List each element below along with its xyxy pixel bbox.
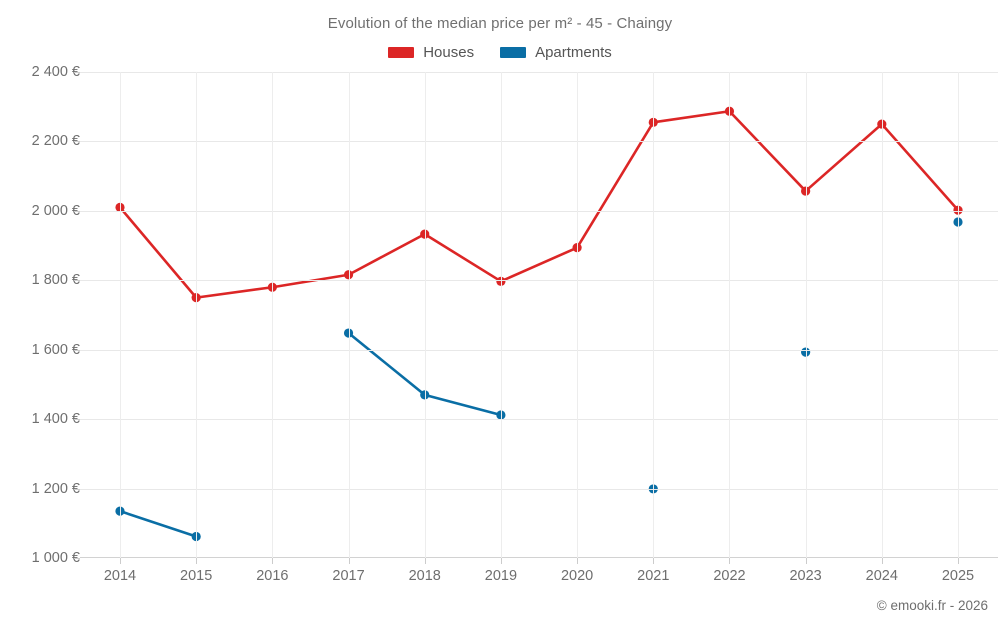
gridline-vertical — [958, 72, 959, 558]
y-axis-tick-label: 2 000 € — [31, 202, 80, 219]
y-axis-tick-label: 1 000 € — [31, 550, 80, 566]
chart-legend: Houses Apartments — [0, 45, 1000, 60]
y-axis-tick-label: 2 200 € — [31, 133, 80, 150]
y-axis-tick-label: 1 600 € — [31, 341, 80, 358]
series-line-apartments — [118, 509, 198, 538]
gridline-vertical — [881, 72, 883, 558]
legend-swatch-houses-icon — [388, 47, 415, 58]
x-axis-tick-mark — [729, 558, 731, 564]
gridline-horizontal — [80, 349, 998, 351]
x-axis-tick-mark — [577, 558, 579, 564]
y-axis-tick-mark — [74, 210, 80, 212]
y-axis-tick-label: 1 400 € — [31, 411, 80, 428]
series-layer — [115, 106, 963, 542]
gridline-horizontal — [80, 419, 998, 421]
plot-area — [80, 72, 998, 558]
legend-swatch-apartments-icon — [500, 47, 527, 58]
gridline-vertical — [348, 72, 350, 558]
legend-item-houses[interactable]: Houses — [388, 45, 474, 60]
x-axis-tick-mark — [881, 558, 883, 564]
gridline-vertical — [729, 72, 731, 558]
y-axis-tick-mark — [74, 280, 80, 282]
y-axis: 1 000 € 1 200 € 1 400 € 1 600 € 1 800 € 2 000… — [0, 64, 80, 566]
y-axis-tick-label: 2 400 € — [31, 64, 80, 80]
gridline-vertical — [653, 72, 655, 558]
chart-title: Evolution of the median price per m² - 4… — [327, 15, 673, 32]
x-axis-tick-mark — [348, 558, 350, 564]
gridline-horizontal — [80, 72, 998, 73]
gridline-vertical — [272, 72, 274, 558]
x-axis-tick-label: 2016 — [256, 568, 289, 584]
gridline-horizontal — [80, 141, 998, 143]
x-axis-line — [80, 557, 998, 558]
legend-item-apartments[interactable]: Apartments — [500, 45, 612, 60]
y-axis-tick-mark — [74, 349, 80, 351]
gridline-vertical — [577, 72, 579, 558]
y-axis-tick-mark — [74, 141, 80, 143]
gridline-horizontal — [80, 280, 998, 282]
x-axis-tick-mark — [424, 558, 426, 564]
x-axis-tick-label: 2024 — [865, 568, 898, 584]
y-axis-tick-label: 1 800 € — [31, 272, 80, 289]
x-axis-tick-label: 2018 — [408, 568, 441, 584]
x-axis-tick-label: 2017 — [332, 568, 365, 584]
x-axis-tick-label: 2015 — [180, 568, 213, 584]
x-axis-tick-label: 2021 — [637, 568, 670, 584]
gridline-vertical — [500, 72, 502, 558]
y-axis-tick-mark — [74, 488, 80, 490]
copyright-credit: © emooki.fr - 2026 — [876, 598, 988, 613]
x-axis: 2014 2015 2016 2017 2018 2019 2020 2021 2022 2023… — [80, 558, 998, 598]
y-axis-tick-label: 1 200 € — [31, 480, 80, 497]
legend-label-apartments: Apartments — [535, 44, 612, 61]
gridline-vertical — [424, 72, 426, 558]
x-axis-tick-label: 2020 — [560, 568, 594, 584]
y-axis-tick-mark — [74, 72, 80, 73]
x-axis-tick-label: 2023 — [789, 568, 822, 584]
x-axis-tick-label: 2019 — [484, 568, 518, 584]
x-axis-tick-mark — [958, 558, 959, 564]
x-axis-tick-mark — [196, 558, 198, 564]
x-axis-tick-label: 2014 — [103, 568, 137, 584]
gridline-vertical — [805, 72, 807, 558]
x-axis-tick-mark — [120, 558, 121, 564]
y-axis-tick-mark — [74, 419, 80, 421]
x-axis-tick-label: 2025 — [941, 568, 975, 584]
gridline-vertical — [196, 72, 198, 558]
gridline-horizontal — [80, 210, 998, 212]
x-axis-tick-mark — [500, 558, 502, 564]
series-line-houses — [118, 109, 960, 299]
y-axis-tick-mark — [74, 558, 80, 559]
gridline-vertical — [120, 72, 121, 558]
x-axis-tick-mark — [653, 558, 655, 564]
x-axis-tick-label: 2022 — [713, 568, 746, 584]
x-axis-tick-mark — [805, 558, 807, 564]
x-axis-tick-mark — [272, 558, 274, 564]
gridline-horizontal — [80, 488, 998, 490]
legend-label-houses: Houses — [423, 44, 475, 61]
